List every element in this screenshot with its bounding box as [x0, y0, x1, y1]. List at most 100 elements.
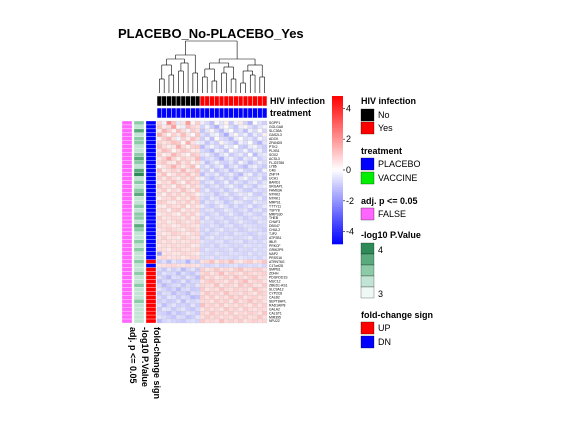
heatmap-cell — [190, 223, 196, 229]
heatmap-cell — [156, 188, 162, 193]
heatmap-cell — [171, 223, 177, 229]
heatmap-cell — [252, 287, 258, 292]
heatmap-cell — [257, 287, 263, 292]
heatmap-cell — [242, 259, 248, 264]
gene-label: ZBED1-AS1 — [269, 284, 288, 288]
heatmap-cell — [171, 208, 177, 213]
heatmap-cell — [204, 204, 210, 209]
legend-label: FALSE — [378, 209, 406, 219]
heatmap-cell — [180, 251, 186, 256]
heatmap-cell — [238, 235, 244, 240]
heatmap-cell — [247, 259, 253, 264]
color-scale-step — [332, 157, 343, 161]
heatmap-cell — [238, 148, 244, 153]
heatmap-cell — [185, 303, 191, 308]
color-scale-step — [332, 167, 343, 171]
heatmap-cell — [161, 140, 167, 145]
heatmap-cell — [176, 307, 182, 312]
heatmap-cell — [247, 208, 253, 213]
heatmap-cell — [242, 156, 248, 161]
column-annotation-cell — [233, 95, 239, 107]
column-annotation-cell — [214, 107, 220, 119]
heatmap-cell — [257, 275, 263, 280]
heatmap-cell — [247, 263, 253, 268]
heatmap-cell — [262, 271, 268, 276]
heatmap-cell — [209, 299, 215, 304]
heatmap-cell — [195, 251, 201, 256]
heatmap-cell — [161, 318, 167, 324]
heatmap-cell — [238, 160, 244, 165]
heatmap-cell — [209, 227, 215, 233]
heatmap-cell — [190, 283, 196, 288]
heatmap-cell — [223, 168, 229, 173]
heatmap-cell — [156, 279, 162, 284]
heatmap-cell — [228, 223, 234, 229]
heatmap-cell — [219, 235, 225, 240]
heatmap-cell — [199, 128, 205, 134]
color-scale-step — [332, 170, 343, 173]
heatmap-cell — [247, 140, 253, 145]
color-scale-step — [332, 192, 343, 195]
heatmap-cell — [180, 204, 186, 209]
adj-p-cell — [121, 287, 133, 292]
color-scale-step — [332, 182, 343, 186]
heatmap-cell — [190, 235, 196, 240]
column-annotation-cell — [180, 107, 186, 119]
heatmap-cell — [190, 215, 196, 221]
column-annotation-cell — [180, 95, 186, 107]
adj-p-cell — [121, 231, 133, 237]
legend-gradient-step — [360, 275, 375, 288]
heatmap-cell — [156, 283, 162, 288]
column-annotation-cell — [175, 107, 182, 119]
heatmap-cell — [180, 310, 186, 316]
color-scale-step — [332, 118, 343, 121]
heatmap-cell — [257, 235, 263, 240]
fc-sign-cell — [145, 180, 157, 185]
heatmap-cell — [185, 160, 191, 165]
heatmap-cell — [176, 180, 182, 185]
column-annotation-cell — [171, 95, 177, 107]
gene-label: PTK2 — [269, 145, 278, 149]
heatmap-cell — [171, 259, 177, 264]
adj-p-cell — [121, 291, 133, 296]
heatmap-cell — [156, 215, 162, 221]
heatmap-cell — [238, 310, 244, 316]
column-annotation-cell — [166, 107, 172, 119]
heatmap-cell — [233, 148, 239, 153]
heatmap-cell — [223, 255, 229, 260]
heatmap-cell — [166, 279, 172, 284]
heatmap-cell — [219, 231, 225, 236]
heatmap-cell — [247, 156, 253, 161]
heatmap-cell — [214, 124, 220, 130]
heatmap-cell — [190, 255, 196, 260]
gene-label: NTRK1 — [269, 196, 280, 200]
heatmap-cell — [242, 140, 248, 145]
heatmap-cell — [176, 318, 182, 324]
heatmap-cell — [233, 215, 239, 221]
heatmap-cell — [219, 128, 225, 134]
log10p-cell — [133, 124, 145, 130]
heatmap-cell — [161, 223, 167, 229]
heatmap-cell — [176, 223, 182, 229]
log10p-cell — [133, 200, 145, 205]
heatmap-cell — [195, 196, 201, 201]
heatmap-cell — [185, 180, 191, 185]
heatmap-cell — [166, 299, 172, 304]
heatmap-cell — [180, 180, 186, 185]
heatmap-cell — [214, 211, 220, 217]
heatmap-cell — [247, 243, 253, 248]
heatmap-cell — [262, 196, 268, 201]
heatmap-cell — [199, 267, 205, 272]
heatmap-cell — [252, 247, 258, 252]
heatmap-cell — [233, 299, 239, 304]
heatmap-cell — [195, 184, 201, 189]
heatmap-cell — [185, 307, 191, 312]
heatmap-cell — [209, 208, 215, 213]
heatmap-cell — [219, 184, 225, 189]
heatmap-cell — [204, 136, 210, 141]
color-scale-step — [332, 140, 343, 144]
heatmap-cell — [252, 152, 258, 157]
heatmap-cell — [223, 307, 229, 312]
heatmap-cell — [247, 176, 253, 181]
log10p-cell — [133, 255, 145, 260]
